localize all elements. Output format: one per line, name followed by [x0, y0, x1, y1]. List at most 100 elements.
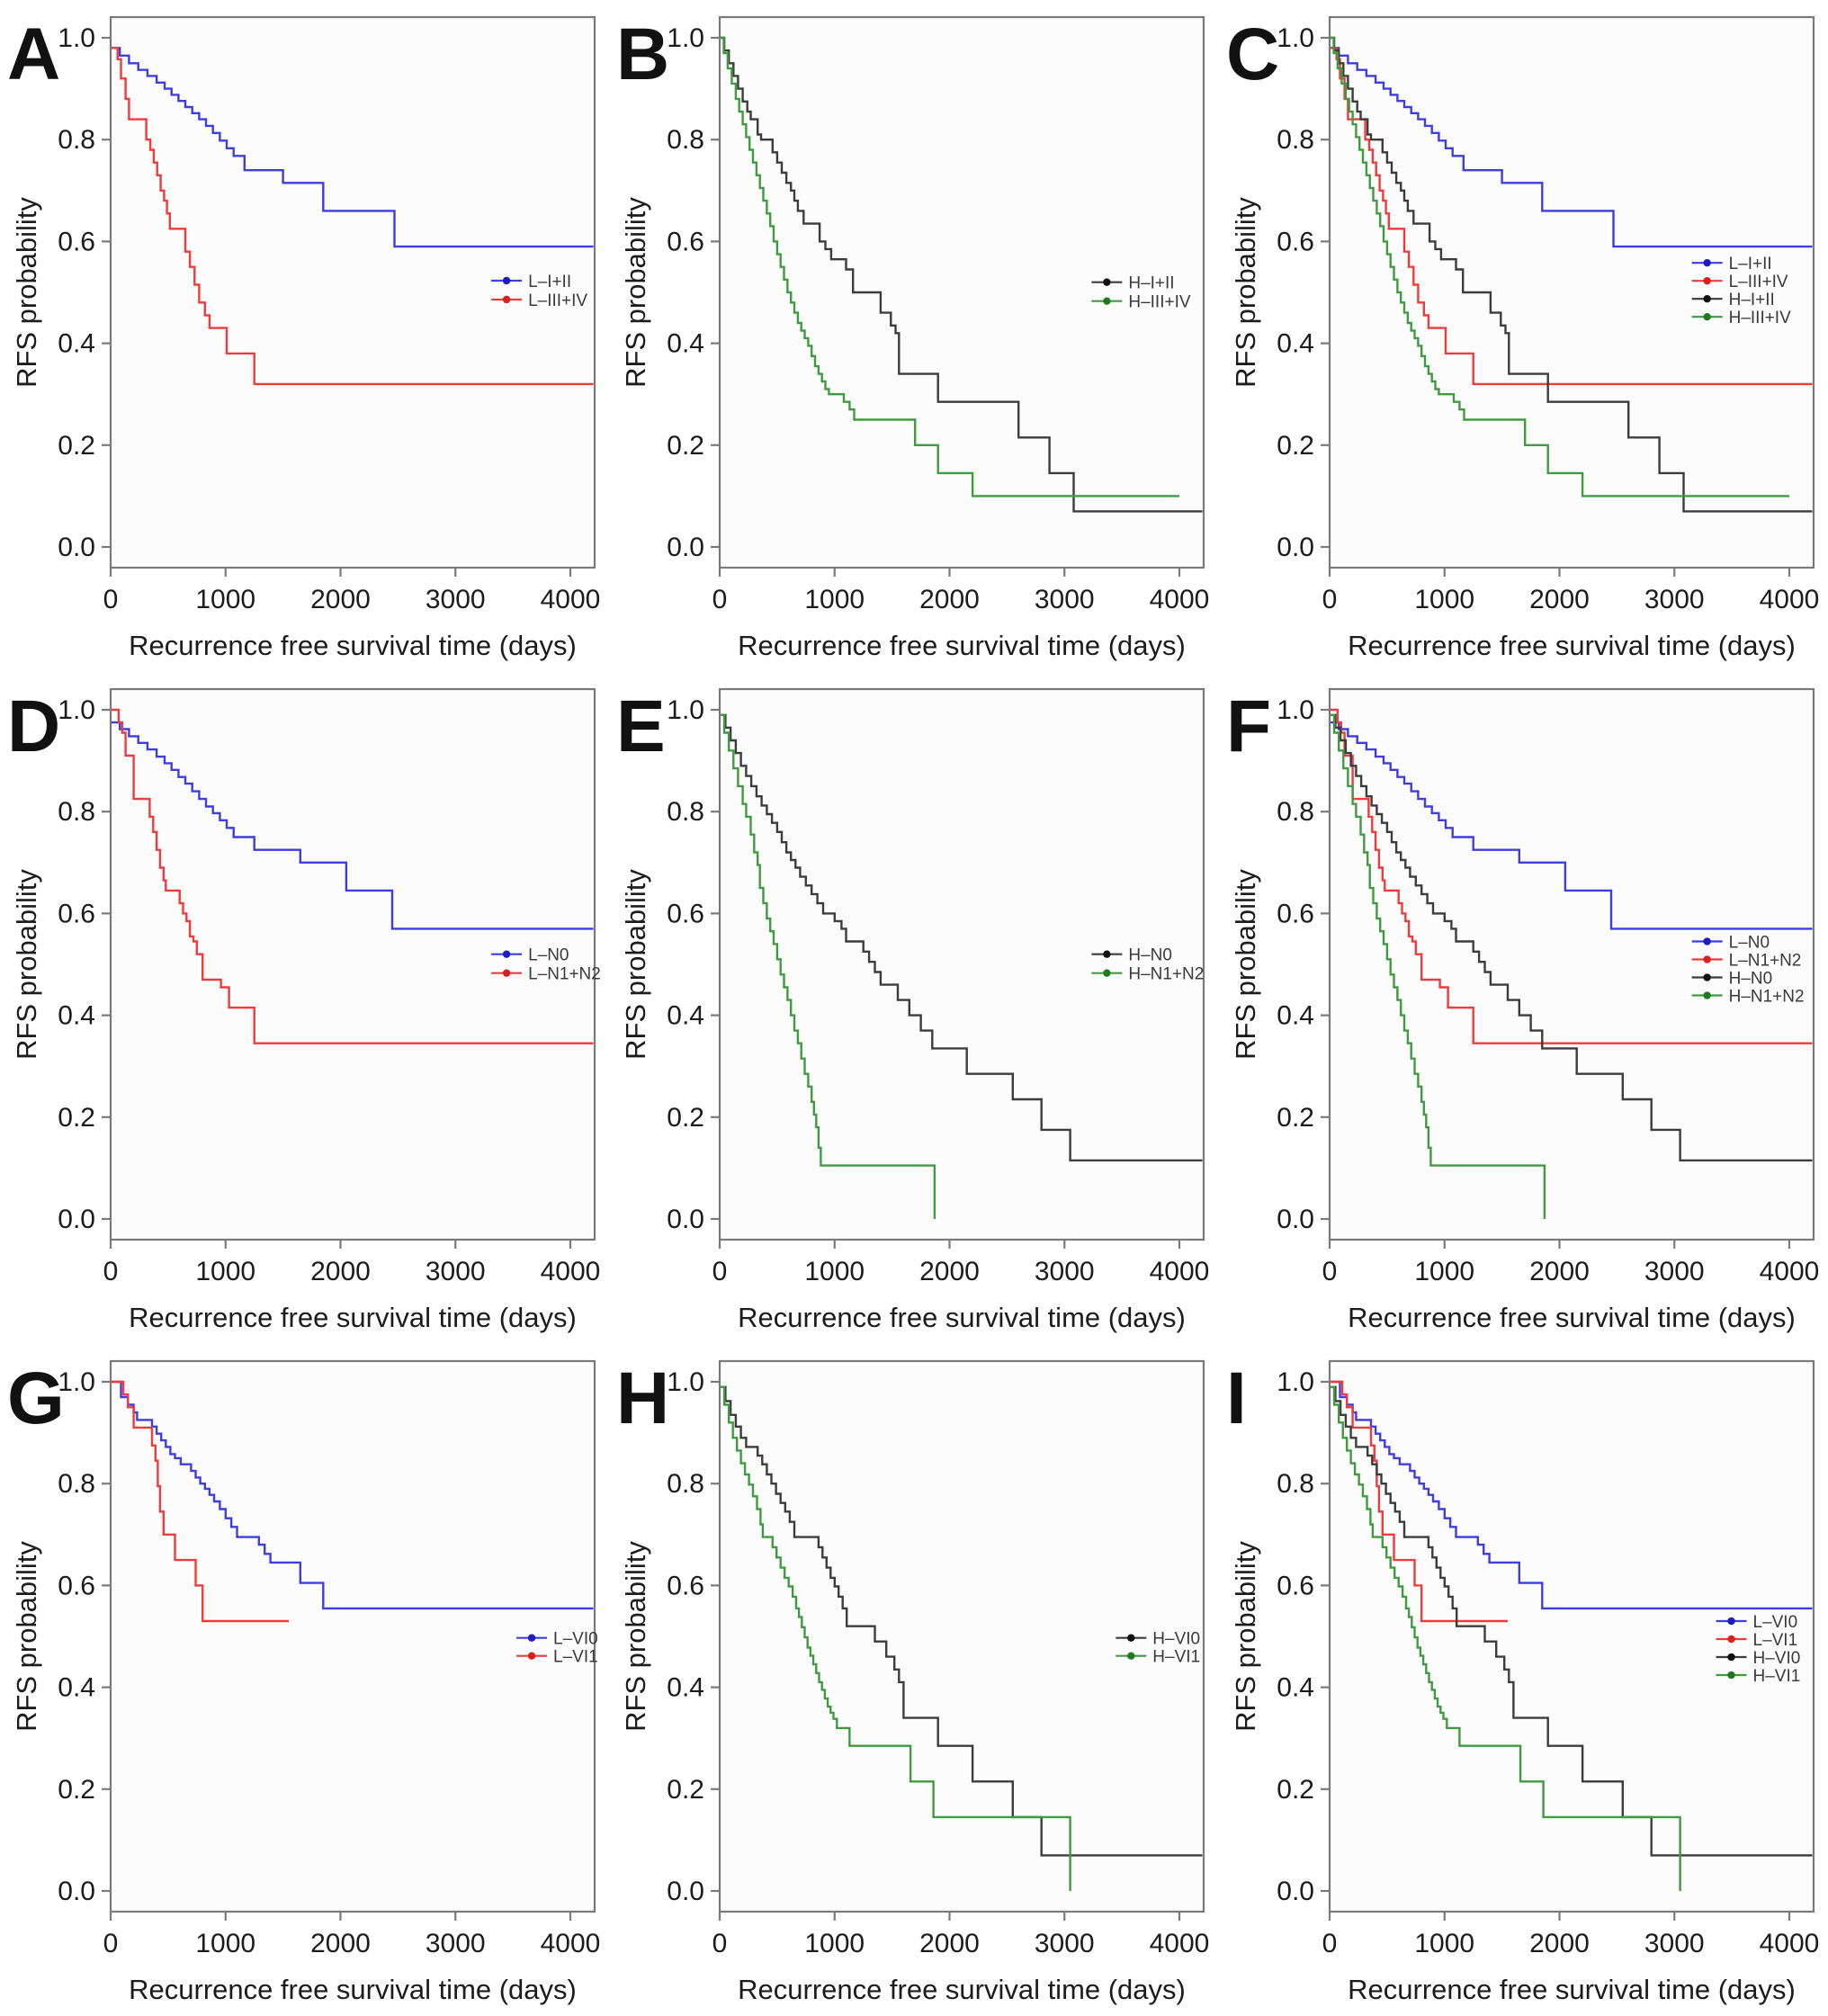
- x-axis-title: Recurrence free survival time (days): [739, 1974, 1187, 2005]
- x-tick-label: 4000: [1150, 585, 1210, 614]
- x-axis-title: Recurrence free survival time (days): [1348, 1974, 1796, 2005]
- survival-curve-hvi0: [1329, 1385, 1813, 1857]
- legend-label: L–N1+N2: [1728, 952, 1801, 971]
- y-tick-label: 0.6: [668, 899, 705, 928]
- y-tick-label: 1.0: [1277, 23, 1314, 53]
- y-tick-label: 1.0: [1277, 695, 1314, 725]
- legend-marker-dot: [1127, 1634, 1135, 1642]
- km-chart-D: 0 1000 2000 3000 4000 0.0 0.2 0.4 0.6 0.8 1.0 Recur…: [7, 685, 601, 1333]
- plot-frame: [719, 1359, 1205, 1913]
- legend-label: H–VI0: [1153, 1630, 1201, 1649]
- y-tick-label: 0.4: [58, 1673, 95, 1703]
- panel-letter: F: [1226, 685, 1271, 767]
- x-tick-label: 3000: [426, 585, 486, 614]
- x-tick-label: 1000: [1414, 1257, 1474, 1286]
- plot-area: [720, 689, 1205, 1240]
- legend-marker-dot: [1103, 969, 1111, 977]
- legend-label: H–III+IV: [1728, 309, 1790, 327]
- y-axis-title: RFS probability: [11, 197, 42, 388]
- y-tick-label: 0.4: [668, 1673, 705, 1703]
- legend: L–N0L–N1+N2H–N0H–N1+N2: [1691, 934, 1804, 1007]
- plot-frame: [1328, 687, 1815, 1241]
- x-tick-label: 3000: [1035, 1257, 1095, 1286]
- km-chart-E: 0 1000 2000 3000 4000 0.0 0.2 0.4 0.6 0.8 1.0 Recur…: [616, 685, 1209, 1333]
- legend-marker-dot: [1703, 955, 1711, 963]
- km-chart-C: 0 1000 2000 3000 4000 0.0 0.2 0.4 0.6 0.8 1.0 Recur…: [1226, 13, 1819, 661]
- y-tick-label: 0.0: [668, 1205, 705, 1234]
- legend-label: L–VI0: [553, 1630, 598, 1649]
- y-tick-label: 1.0: [58, 1367, 95, 1397]
- x-tick-label: 3000: [1644, 1257, 1705, 1286]
- y-tick-label: 0.6: [668, 1571, 705, 1600]
- x-tick-label: 1000: [805, 1929, 865, 1958]
- panel-letter: H: [616, 1357, 669, 1439]
- survival-curve-li2: [1329, 47, 1813, 248]
- x-tick-label: 0: [1322, 1257, 1337, 1286]
- x-tick-label: 4000: [1759, 585, 1819, 614]
- plot-area: [720, 17, 1205, 568]
- survival-curve-hn12: [720, 713, 936, 1219]
- x-tick-label: 2000: [919, 1929, 980, 1958]
- km-panel-F: 0 1000 2000 3000 4000 0.0 0.2 0.4 0.6 0.8 1.0 Recur…: [1219, 672, 1828, 1344]
- x-tick-label: 1000: [805, 585, 865, 614]
- legend-label: L–N0: [1728, 934, 1769, 953]
- y-tick-label: 0.8: [668, 797, 705, 827]
- x-tick-label: 4000: [541, 585, 601, 614]
- x-tick-label: 1000: [1414, 585, 1474, 614]
- legend: H–I+IIH–III+IV: [1091, 274, 1191, 312]
- y-axis-title: RFS probability: [620, 869, 651, 1060]
- y-axis-title: RFS probability: [620, 197, 651, 388]
- x-tick-label: 2000: [310, 1929, 371, 1958]
- legend-label: H–I+II: [1728, 291, 1774, 309]
- legend-marker-dot: [1103, 950, 1111, 958]
- legend-marker-dot: [1103, 278, 1111, 286]
- y-tick-label: 0.8: [58, 125, 95, 155]
- legend-marker-dot: [527, 1634, 536, 1642]
- panel-letter: E: [616, 685, 666, 767]
- x-tick-label: 0: [103, 1929, 119, 1958]
- x-tick-label: 2000: [310, 1257, 371, 1286]
- x-tick-label: 4000: [1759, 1929, 1819, 1958]
- x-tick-label: 1000: [1414, 1929, 1474, 1958]
- survival-curve-ln0: [110, 721, 594, 930]
- legend-marker-dot: [1726, 1635, 1735, 1644]
- legend-marker-dot: [1703, 991, 1711, 999]
- plot-frame: [719, 15, 1205, 569]
- plot-area: [1329, 689, 1814, 1240]
- legend-label: L–III+IV: [528, 291, 587, 310]
- panel-letter: I: [1226, 1357, 1247, 1439]
- legend: L–N0L–N1+N2: [491, 946, 601, 984]
- y-tick-label: 0.4: [668, 329, 705, 359]
- survival-curve-lvi0: [110, 1380, 594, 1610]
- y-tick-label: 0.4: [1277, 1673, 1314, 1703]
- y-tick-label: 0.4: [1277, 1001, 1314, 1031]
- y-tick-label: 0.8: [668, 1469, 705, 1499]
- plot-area: [720, 1361, 1205, 1912]
- legend-label: L–N1+N2: [528, 965, 601, 984]
- legend-marker-dot: [1726, 1653, 1735, 1662]
- y-tick-label: 0.8: [58, 797, 95, 827]
- legend-marker-dot: [502, 276, 511, 285]
- x-tick-label: 0: [1322, 585, 1337, 614]
- x-tick-label: 3000: [426, 1257, 486, 1286]
- survival-curve-hi2: [1329, 36, 1813, 513]
- y-tick-label: 0.0: [58, 1205, 95, 1234]
- legend: L–I+IIL–III+IVH–I+IIH–III+IV: [1691, 255, 1791, 327]
- y-tick-label: 0.0: [58, 1877, 95, 1906]
- x-tick-label: 1000: [195, 585, 255, 614]
- x-tick-label: 2000: [919, 1257, 980, 1286]
- panel-letter: G: [7, 1357, 65, 1439]
- survival-curve-liii4: [110, 47, 594, 386]
- y-tick-label: 0.0: [1277, 1877, 1314, 1906]
- y-tick-label: 0.2: [668, 1103, 705, 1133]
- legend-marker-dot: [1103, 297, 1111, 305]
- y-tick-label: 0.6: [58, 899, 95, 928]
- km-panel-G: 0 1000 2000 3000 4000 0.0 0.2 0.4 0.6 0.8 1.0 Recur…: [0, 1344, 609, 2016]
- survival-curve-hiii4: [720, 36, 1180, 497]
- legend-label: L–N0: [528, 946, 569, 965]
- legend-label: H–N1+N2: [1129, 965, 1205, 984]
- y-tick-label: 0.6: [1277, 1571, 1314, 1600]
- plot-frame: [109, 15, 596, 569]
